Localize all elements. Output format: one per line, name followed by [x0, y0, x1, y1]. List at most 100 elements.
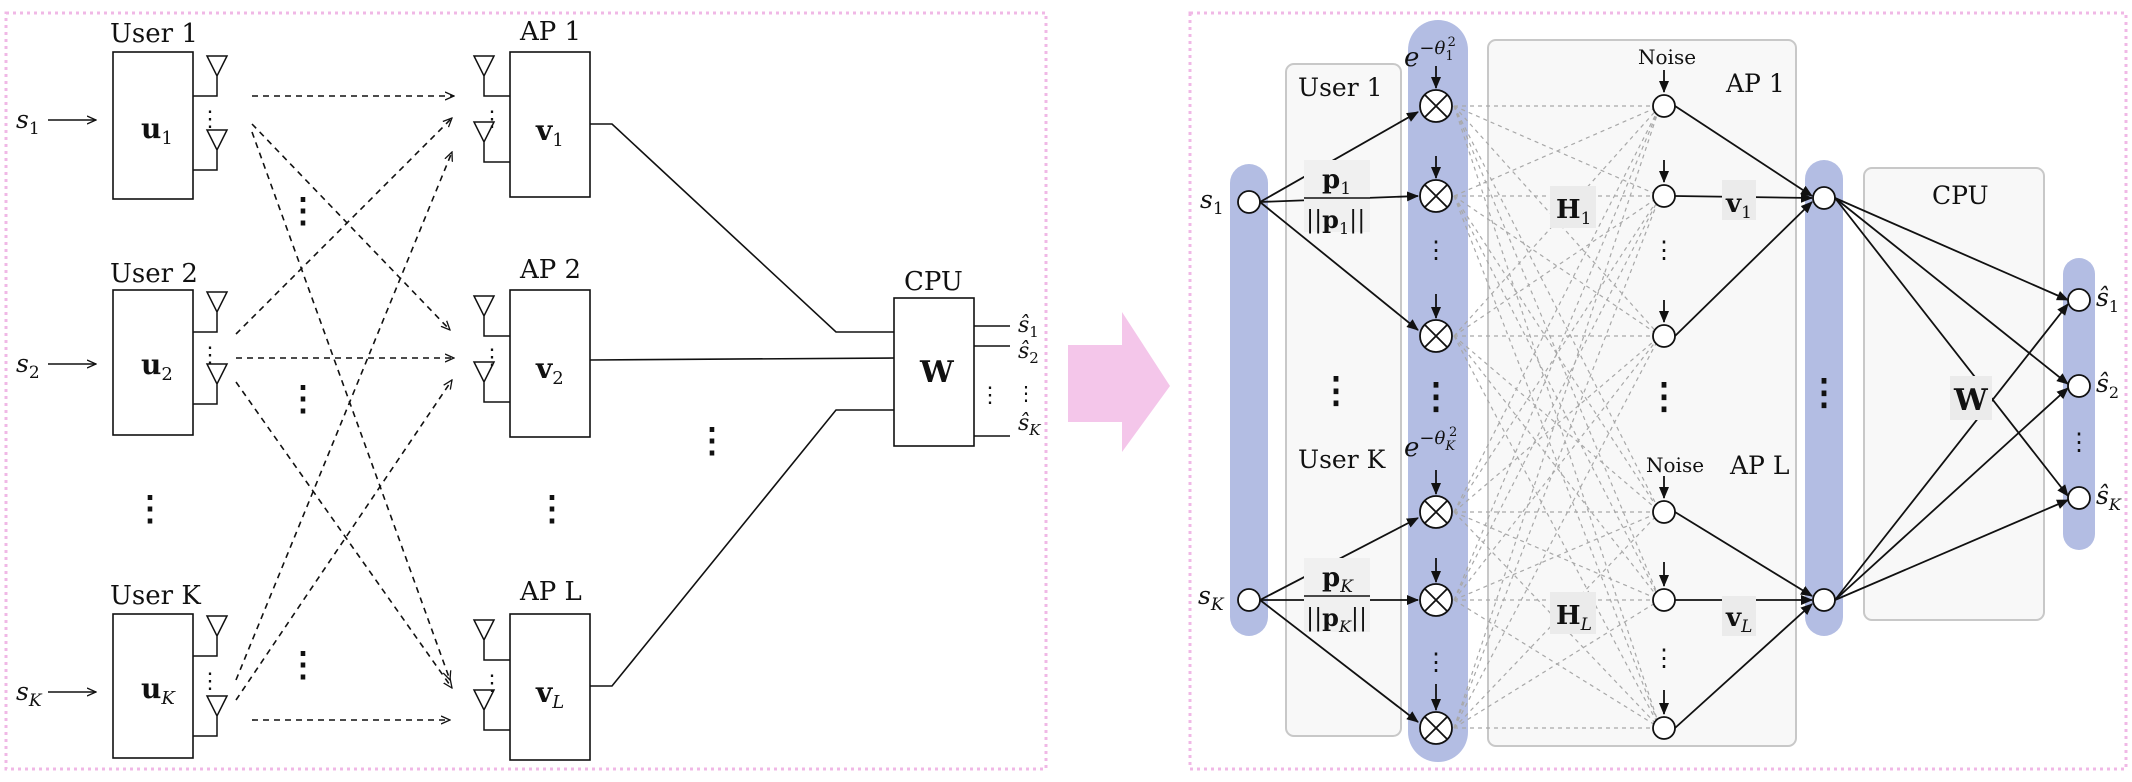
- antenna-icon: [472, 619, 510, 661]
- right-cpu-label: CPU: [1932, 181, 1989, 210]
- ap-combine-links: [1674, 105, 1813, 729]
- ellipsis-vertical: ⋮: [1424, 236, 1448, 264]
- right-user-1-label: User 1: [1298, 73, 1383, 102]
- ellipsis-vertical: ⋮: [286, 379, 320, 419]
- ellipsis-vertical: ⋮: [1016, 381, 1036, 405]
- ap-1-label: AP 1: [519, 17, 581, 47]
- ellipsis-vertical: ⋮: [199, 669, 221, 694]
- output-node-1: [2067, 288, 2091, 312]
- norm-1-denominator: ||p1||: [1306, 205, 1365, 238]
- input-s1: s1: [16, 105, 40, 139]
- input-node-sk: [1237, 588, 1261, 612]
- output-s2-hat: ŝ2: [1018, 339, 1039, 367]
- ellipsis-vertical: ⋮: [695, 421, 729, 461]
- antenna-icon: [472, 295, 510, 337]
- cpu-box: [893, 297, 975, 447]
- antenna-icon: [193, 695, 229, 737]
- phase-term-k: e−θK2: [1404, 425, 1457, 463]
- combine-node-1: [1812, 186, 1836, 210]
- user-2-label: User 2: [110, 259, 198, 289]
- ellipsis-vertical: ⋮: [481, 107, 503, 132]
- left-ap-l: AP L vL: [509, 577, 591, 761]
- left-channel-links: [235, 96, 454, 720]
- left-user-antenna-dots: ⋮ ⋮ ⋮: [199, 107, 221, 694]
- phase-multipliers: [1419, 66, 1453, 745]
- antenna-icon: [472, 361, 510, 403]
- output-s1-hat: ŝ1: [1018, 313, 1039, 341]
- output-sk-hat: ŝK: [1018, 411, 1041, 439]
- left-user-1: User 1 s1 u1: [16, 19, 198, 200]
- user-k-box: [112, 613, 194, 759]
- antenna-icon: [193, 129, 229, 171]
- antenna-icon: [193, 55, 229, 97]
- user-k-label: User K: [110, 581, 201, 611]
- right-cpu-matrix-w: W: [1953, 383, 1989, 418]
- ellipsis-vertical: ⋮: [286, 645, 320, 685]
- ellipsis-vertical: ⋮: [1646, 375, 1682, 417]
- transform-arrow-icon: [1068, 312, 1170, 452]
- left-panel: User 1 s1 u1 User 2 s2 u2 User K sK uK: [4, 11, 1048, 771]
- right-combiner-v1: v1: [1725, 189, 1752, 223]
- combiner-vl: vL: [535, 676, 564, 713]
- input-layer-bar: [1230, 164, 1268, 636]
- norm-1-numerator: p1: [1322, 165, 1351, 199]
- ap-1-box: [509, 51, 591, 198]
- input-sk: sK: [16, 677, 43, 711]
- right-input-s1: s1: [1200, 185, 1224, 219]
- user-1-box: [112, 51, 194, 200]
- multiplier-icon: [1419, 558, 1453, 617]
- ellipsis-vertical: ⋮: [199, 107, 221, 132]
- power-norm-k: pK ||pK||: [1304, 558, 1370, 636]
- channel-hl: HL: [1556, 601, 1592, 635]
- ellipsis-vertical: ⋮: [286, 191, 320, 231]
- norm-k-denominator: ||pK||: [1306, 603, 1367, 636]
- noise-label-1: Noise: [1638, 45, 1696, 69]
- ap-node-ellipses: ⋮ ⋮ ⋮: [1646, 236, 1682, 672]
- ap-2-label: AP 2: [519, 255, 581, 285]
- ellipsis-vertical: ⋮: [199, 343, 221, 368]
- ap-l-label: AP L: [519, 577, 582, 607]
- ellipsis-vertical: ⋮: [481, 671, 503, 696]
- output-node-k: [2067, 486, 2091, 510]
- ellipsis-vertical: ⋮: [979, 383, 1001, 408]
- channel-mesh: [1453, 105, 1661, 729]
- ellipsis-vertical: ⋮: [2067, 428, 2091, 456]
- left-user-antennas: [193, 55, 229, 737]
- antenna-icon: [193, 615, 229, 657]
- left-group-ellipses: ⋮ ⋮ ⋮ ⋮ ⋮ ⋮: [133, 191, 729, 685]
- antenna-icon: [472, 121, 510, 163]
- precoder-uk: uK: [141, 672, 176, 709]
- ap-group-box: [1487, 39, 1797, 747]
- multiplier-icon: [1419, 684, 1453, 745]
- left-ap-antenna-dots: ⋮ ⋮ ⋮: [481, 107, 503, 696]
- ellipsis-vertical: ⋮: [1806, 371, 1842, 413]
- antenna-icon: [472, 55, 510, 97]
- left-user-2: User 2 s2 u2: [16, 259, 198, 436]
- ellipsis-vertical: ⋮: [1652, 644, 1676, 672]
- power-norm-1: p1 ||p1||: [1304, 160, 1370, 238]
- right-output-s1-hat: ŝ1: [2096, 283, 2119, 316]
- channel-h1: H1: [1556, 195, 1591, 229]
- right-output-s2-hat: ŝ2: [2096, 369, 2119, 402]
- left-panel-border: [4, 11, 1048, 771]
- user-2-box: [112, 289, 194, 436]
- phase-ellipses: ⋮ ⋮ ⋮: [1418, 236, 1454, 676]
- multiplier-icon: [1419, 156, 1453, 213]
- left-fronthaul-links: [589, 123, 895, 687]
- phase-term-1: e−θ12: [1404, 35, 1456, 73]
- ellipsis-vertical: ⋮: [481, 345, 503, 370]
- multiplier-icon: [1419, 66, 1453, 123]
- multiplier-icon: [1419, 294, 1453, 353]
- output-node-2: [2067, 374, 2091, 398]
- ellipsis-vertical: ⋮: [535, 489, 569, 529]
- cpu-links: [1834, 197, 2069, 601]
- combiner-v1: v1: [535, 114, 564, 151]
- combine-node-l: [1812, 588, 1836, 612]
- cpu-label: CPU: [904, 267, 963, 297]
- multiplier-icon: [1419, 470, 1453, 529]
- left-ap-1: AP 1 v1: [509, 17, 591, 198]
- output-layer-bar: [2063, 258, 2095, 550]
- ellipsis-vertical: ⋮: [1652, 236, 1676, 264]
- right-combiner-vl: vL: [1725, 603, 1752, 637]
